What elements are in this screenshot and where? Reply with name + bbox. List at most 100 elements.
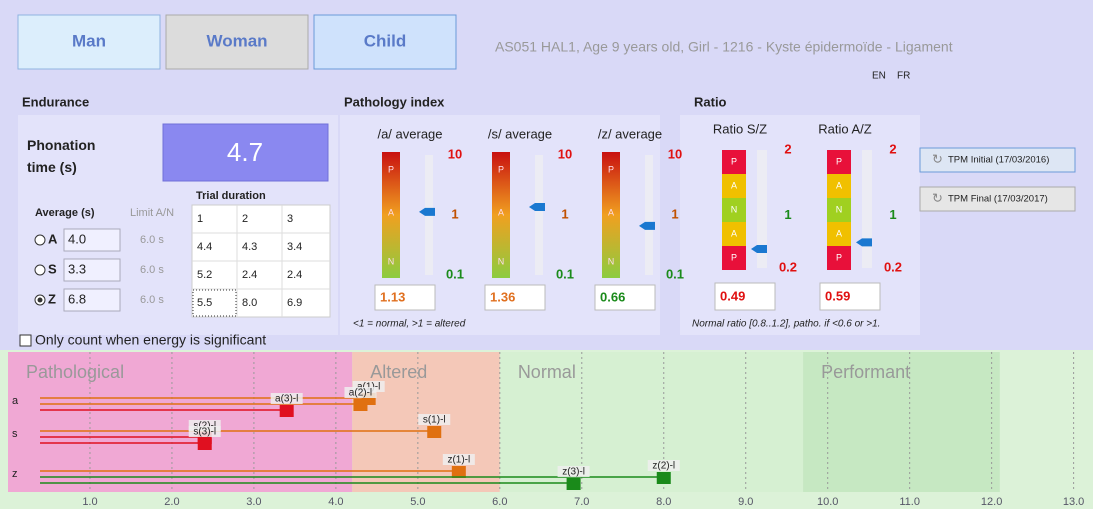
gauge-pointer[interactable] [639, 221, 655, 230]
cell-focus [192, 289, 237, 317]
gauge-bar [382, 152, 400, 278]
trial-title: Trial duration [196, 190, 266, 202]
gauge-tick: 2 [784, 141, 791, 156]
tpm-button[interactable] [919, 147, 1076, 173]
x-tick-label: 5.0 [410, 496, 425, 508]
gender-button[interactable] [313, 14, 457, 70]
row-label: a [12, 395, 19, 407]
value-box [714, 282, 776, 311]
phonation-value: 4.7 [227, 137, 263, 167]
ratio-segment [827, 222, 851, 246]
gauge-tick: 0.2 [884, 259, 902, 274]
x-tick-label: 2.0 [164, 496, 179, 508]
gauge-tick: 0.1 [666, 266, 684, 281]
gauge-tick: 10 [448, 146, 462, 161]
gender-button[interactable] [165, 14, 309, 70]
gauge-tick: 1 [889, 207, 896, 222]
checkbox-label[interactable]: Only count when energy is significant [35, 332, 266, 348]
gauge-pointer[interactable] [751, 244, 767, 253]
marker-label: z(3)-l [562, 467, 585, 478]
tpm-button-label[interactable]: TPM Final (17/03/2017) [948, 194, 1048, 205]
gender-button-label[interactable]: Child [364, 31, 407, 50]
language[interactable]: EN [872, 71, 886, 82]
trial-header: 2 [242, 213, 248, 225]
gender-button-label[interactable]: Woman [206, 31, 267, 50]
gauge-label: /s/ average [488, 126, 552, 141]
zone-letter: A [608, 207, 614, 217]
zone-letter: A [731, 228, 737, 238]
trial-cell: 2.4 [287, 269, 302, 281]
trial-marker [197, 438, 212, 450]
ratio-segment [722, 246, 746, 270]
zone-letter: A [498, 207, 504, 217]
trial-marker [353, 399, 368, 411]
gauge-value: 1.13 [380, 289, 405, 304]
gender-button-label[interactable]: Man [72, 31, 106, 50]
x-tick-label: 4.0 [328, 496, 343, 508]
zone-label: Altered [370, 362, 427, 382]
gauge-label: Ratio A/Z [818, 121, 872, 136]
ratio-segment [722, 150, 746, 174]
average-input[interactable] [63, 288, 121, 312]
marker-label-bg [442, 454, 475, 465]
ratio-segment [722, 198, 746, 222]
zone-letter: P [608, 164, 614, 174]
gauge-pointer[interactable] [529, 202, 545, 211]
trial-marker [451, 466, 466, 478]
trial-cell: 8.0 [242, 297, 257, 309]
section-title: Endurance [22, 94, 89, 109]
average-input[interactable] [63, 258, 121, 282]
average-label: Average (s) [35, 207, 95, 219]
gauge-tick: 10 [558, 146, 572, 161]
gauge-bar [492, 152, 510, 278]
trial-cell: 4.3 [242, 241, 257, 253]
zone-label: Performant [821, 362, 910, 382]
gender-button[interactable] [17, 14, 161, 70]
zone-letter: N [388, 256, 395, 266]
marker-label: z(1)-l [447, 455, 470, 466]
zone-letter: A [836, 180, 842, 190]
radio-dot [37, 297, 43, 303]
gauge-tick: 2 [889, 141, 896, 156]
zone [8, 352, 353, 492]
marker-label: s(3)-l [193, 427, 216, 438]
marker-label-bg [270, 393, 303, 404]
average-input[interactable] [63, 228, 121, 252]
gauge-tick: 10 [668, 146, 682, 161]
average-value: 6.8 [68, 291, 86, 306]
gauge-tick: 0.1 [556, 266, 574, 281]
ratio-segment [827, 150, 851, 174]
tpm-icon: ↻ [932, 151, 943, 166]
gauge-value: 0.66 [600, 289, 625, 304]
checkbox[interactable] [19, 334, 32, 347]
gauge-pointer[interactable] [419, 207, 435, 216]
gauge-value: 0.59 [825, 288, 850, 303]
radio[interactable] [34, 234, 46, 246]
gauge-label: /z/ average [598, 126, 662, 141]
gauge-pointer[interactable] [856, 238, 872, 247]
tpm-button[interactable] [919, 186, 1076, 212]
gauge-track [757, 150, 767, 268]
zone-label: Normal [518, 362, 576, 382]
patient-info: AS051 HAL1, Age 9 years old, Girl - 1216… [495, 39, 953, 55]
language[interactable]: FR [897, 71, 910, 82]
trial-header: 3 [287, 213, 293, 225]
gauge-track [862, 150, 872, 268]
x-tick-label: 3.0 [246, 496, 261, 508]
gauge-tick: 0.1 [446, 266, 464, 281]
trial-cell: 3.4 [287, 241, 302, 253]
tpm-button-label[interactable]: TPM Initial (17/03/2016) [948, 155, 1049, 166]
zone-letter: N [608, 256, 615, 266]
gauge-track [645, 155, 653, 275]
trial-marker [279, 405, 294, 417]
trial-cell: 6.9 [287, 297, 302, 309]
gauge-value: 0.49 [720, 288, 745, 303]
gauge-label: /a/ average [377, 126, 442, 141]
radio[interactable] [34, 264, 46, 276]
marker-label-bg [557, 466, 590, 477]
zone-letter: N [836, 204, 843, 214]
x-tick-label: 10.0 [817, 496, 838, 508]
zone-letter: A [836, 228, 842, 238]
value-box [819, 282, 881, 311]
zone-letter: A [731, 180, 737, 190]
